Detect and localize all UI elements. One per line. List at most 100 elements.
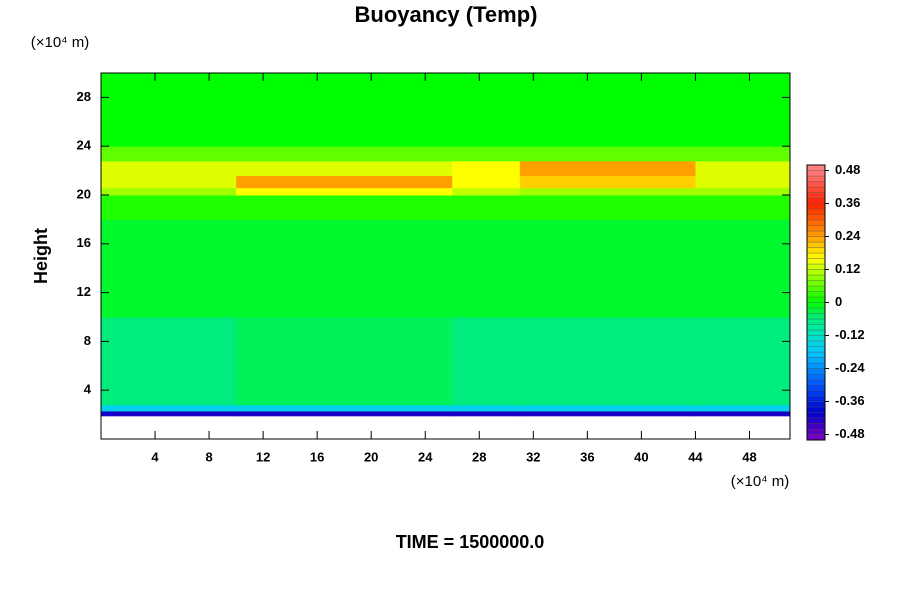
heat-cell xyxy=(695,317,791,406)
heat-cell xyxy=(519,404,696,412)
colorbar-band xyxy=(806,318,826,325)
heat-cell xyxy=(101,219,237,318)
heat-cell xyxy=(519,160,696,176)
colorbar-band xyxy=(806,390,826,397)
colorbar-tick-label: 0.24 xyxy=(835,228,861,243)
heat-cell xyxy=(695,187,791,196)
chart-title: Buoyancy (Temp) xyxy=(355,2,538,27)
heat-cell xyxy=(452,73,521,147)
heat-cell xyxy=(519,187,696,196)
heat-cell xyxy=(452,410,521,417)
colorbar-band xyxy=(806,219,826,226)
heat-cell xyxy=(519,175,696,189)
colorbar-band xyxy=(806,428,826,435)
heat-cell xyxy=(519,195,696,220)
colorbar-band xyxy=(806,362,826,369)
heat-cell xyxy=(695,160,791,176)
colorbar-band xyxy=(806,346,826,353)
heat-cell xyxy=(101,175,237,189)
heat-cell xyxy=(519,317,696,406)
colorbar-band xyxy=(806,230,826,237)
colorbar-band xyxy=(806,379,826,386)
colorbar-band xyxy=(806,302,826,309)
x-tick-label: 24 xyxy=(418,449,433,464)
colorbar-band xyxy=(806,258,826,265)
plot-frame xyxy=(100,72,791,440)
colorbar-band xyxy=(806,192,826,199)
heat-cell xyxy=(519,219,696,318)
colorbar-band xyxy=(806,181,826,188)
heat-cell xyxy=(236,195,453,220)
colorbar-band xyxy=(806,263,826,270)
heat-cell xyxy=(101,146,237,162)
y-tick-label: 24 xyxy=(77,138,92,153)
heat-cell xyxy=(236,175,453,189)
colorbar-band xyxy=(806,373,826,380)
heat-cell xyxy=(101,410,237,417)
heat-cell xyxy=(695,195,791,220)
colorbar-band xyxy=(806,214,826,221)
colorbar-tick-label: 0.36 xyxy=(835,195,860,210)
heat-cell xyxy=(236,410,453,417)
colorbar-band xyxy=(806,395,826,402)
y-tick-label: 12 xyxy=(77,284,91,299)
y-tick-label: 4 xyxy=(84,382,92,397)
x-tick-label: 12 xyxy=(256,449,270,464)
x-unit-label: (×10⁴ m) xyxy=(731,473,790,490)
x-tick-label: 20 xyxy=(364,449,378,464)
y-tick-label: 8 xyxy=(84,333,91,348)
colorbar-band xyxy=(806,313,826,320)
heat-cell xyxy=(519,146,696,162)
colorbar-band xyxy=(806,197,826,204)
y-axis-label: Height xyxy=(31,228,51,284)
heat-cell xyxy=(695,73,791,147)
x-tick-label: 44 xyxy=(688,449,703,464)
heat-cell xyxy=(452,146,521,162)
heat-cell xyxy=(236,404,453,412)
heat-cell xyxy=(236,219,453,318)
colorbar-band xyxy=(806,285,826,292)
colorbar-band xyxy=(806,164,826,171)
colorbar-band xyxy=(806,170,826,177)
heat-cell xyxy=(452,404,521,412)
colorbar-band xyxy=(806,208,826,215)
heat-cell xyxy=(236,73,453,147)
x-tick-label: 4 xyxy=(151,449,159,464)
x-tick-label: 16 xyxy=(310,449,324,464)
heat-cell xyxy=(236,187,453,196)
colorbar-band xyxy=(806,401,826,408)
colorbar-band xyxy=(806,241,826,248)
heat-cell xyxy=(236,317,453,406)
colorbar-band xyxy=(806,368,826,375)
heat-cell xyxy=(101,187,237,196)
colorbar-band xyxy=(806,384,826,391)
colorbar-band xyxy=(806,335,826,342)
heat-cell xyxy=(519,73,696,147)
colorbar-band xyxy=(806,417,826,424)
colorbar-tick-label: -0.24 xyxy=(835,360,865,375)
colorbar-band xyxy=(806,186,826,193)
heat-cell xyxy=(452,219,521,318)
colorbar-band xyxy=(806,247,826,254)
heat-cell xyxy=(101,73,237,147)
colorbar-band xyxy=(806,412,826,419)
y-tick-label: 28 xyxy=(77,89,91,104)
colorbar-band xyxy=(806,340,826,347)
y-tick-label: 20 xyxy=(77,186,91,201)
heat-cell xyxy=(452,195,521,220)
heat-cell xyxy=(695,404,791,412)
heat-cell xyxy=(236,160,453,176)
heat-cell xyxy=(695,146,791,162)
heat-cell xyxy=(101,195,237,220)
colorbar-band xyxy=(806,357,826,364)
colorbar-tick-label: 0.12 xyxy=(835,261,860,276)
y-unit-label: (×10⁴ m) xyxy=(31,34,90,51)
colorbar-band xyxy=(806,307,826,314)
colorbar-band xyxy=(806,175,826,182)
colorbar-tick-label: -0.36 xyxy=(835,393,865,408)
colorbar-band xyxy=(806,434,826,441)
heat-cell xyxy=(452,317,521,406)
footer: TIME = 1500000.0 xyxy=(396,532,545,552)
colorbar-band xyxy=(806,423,826,430)
